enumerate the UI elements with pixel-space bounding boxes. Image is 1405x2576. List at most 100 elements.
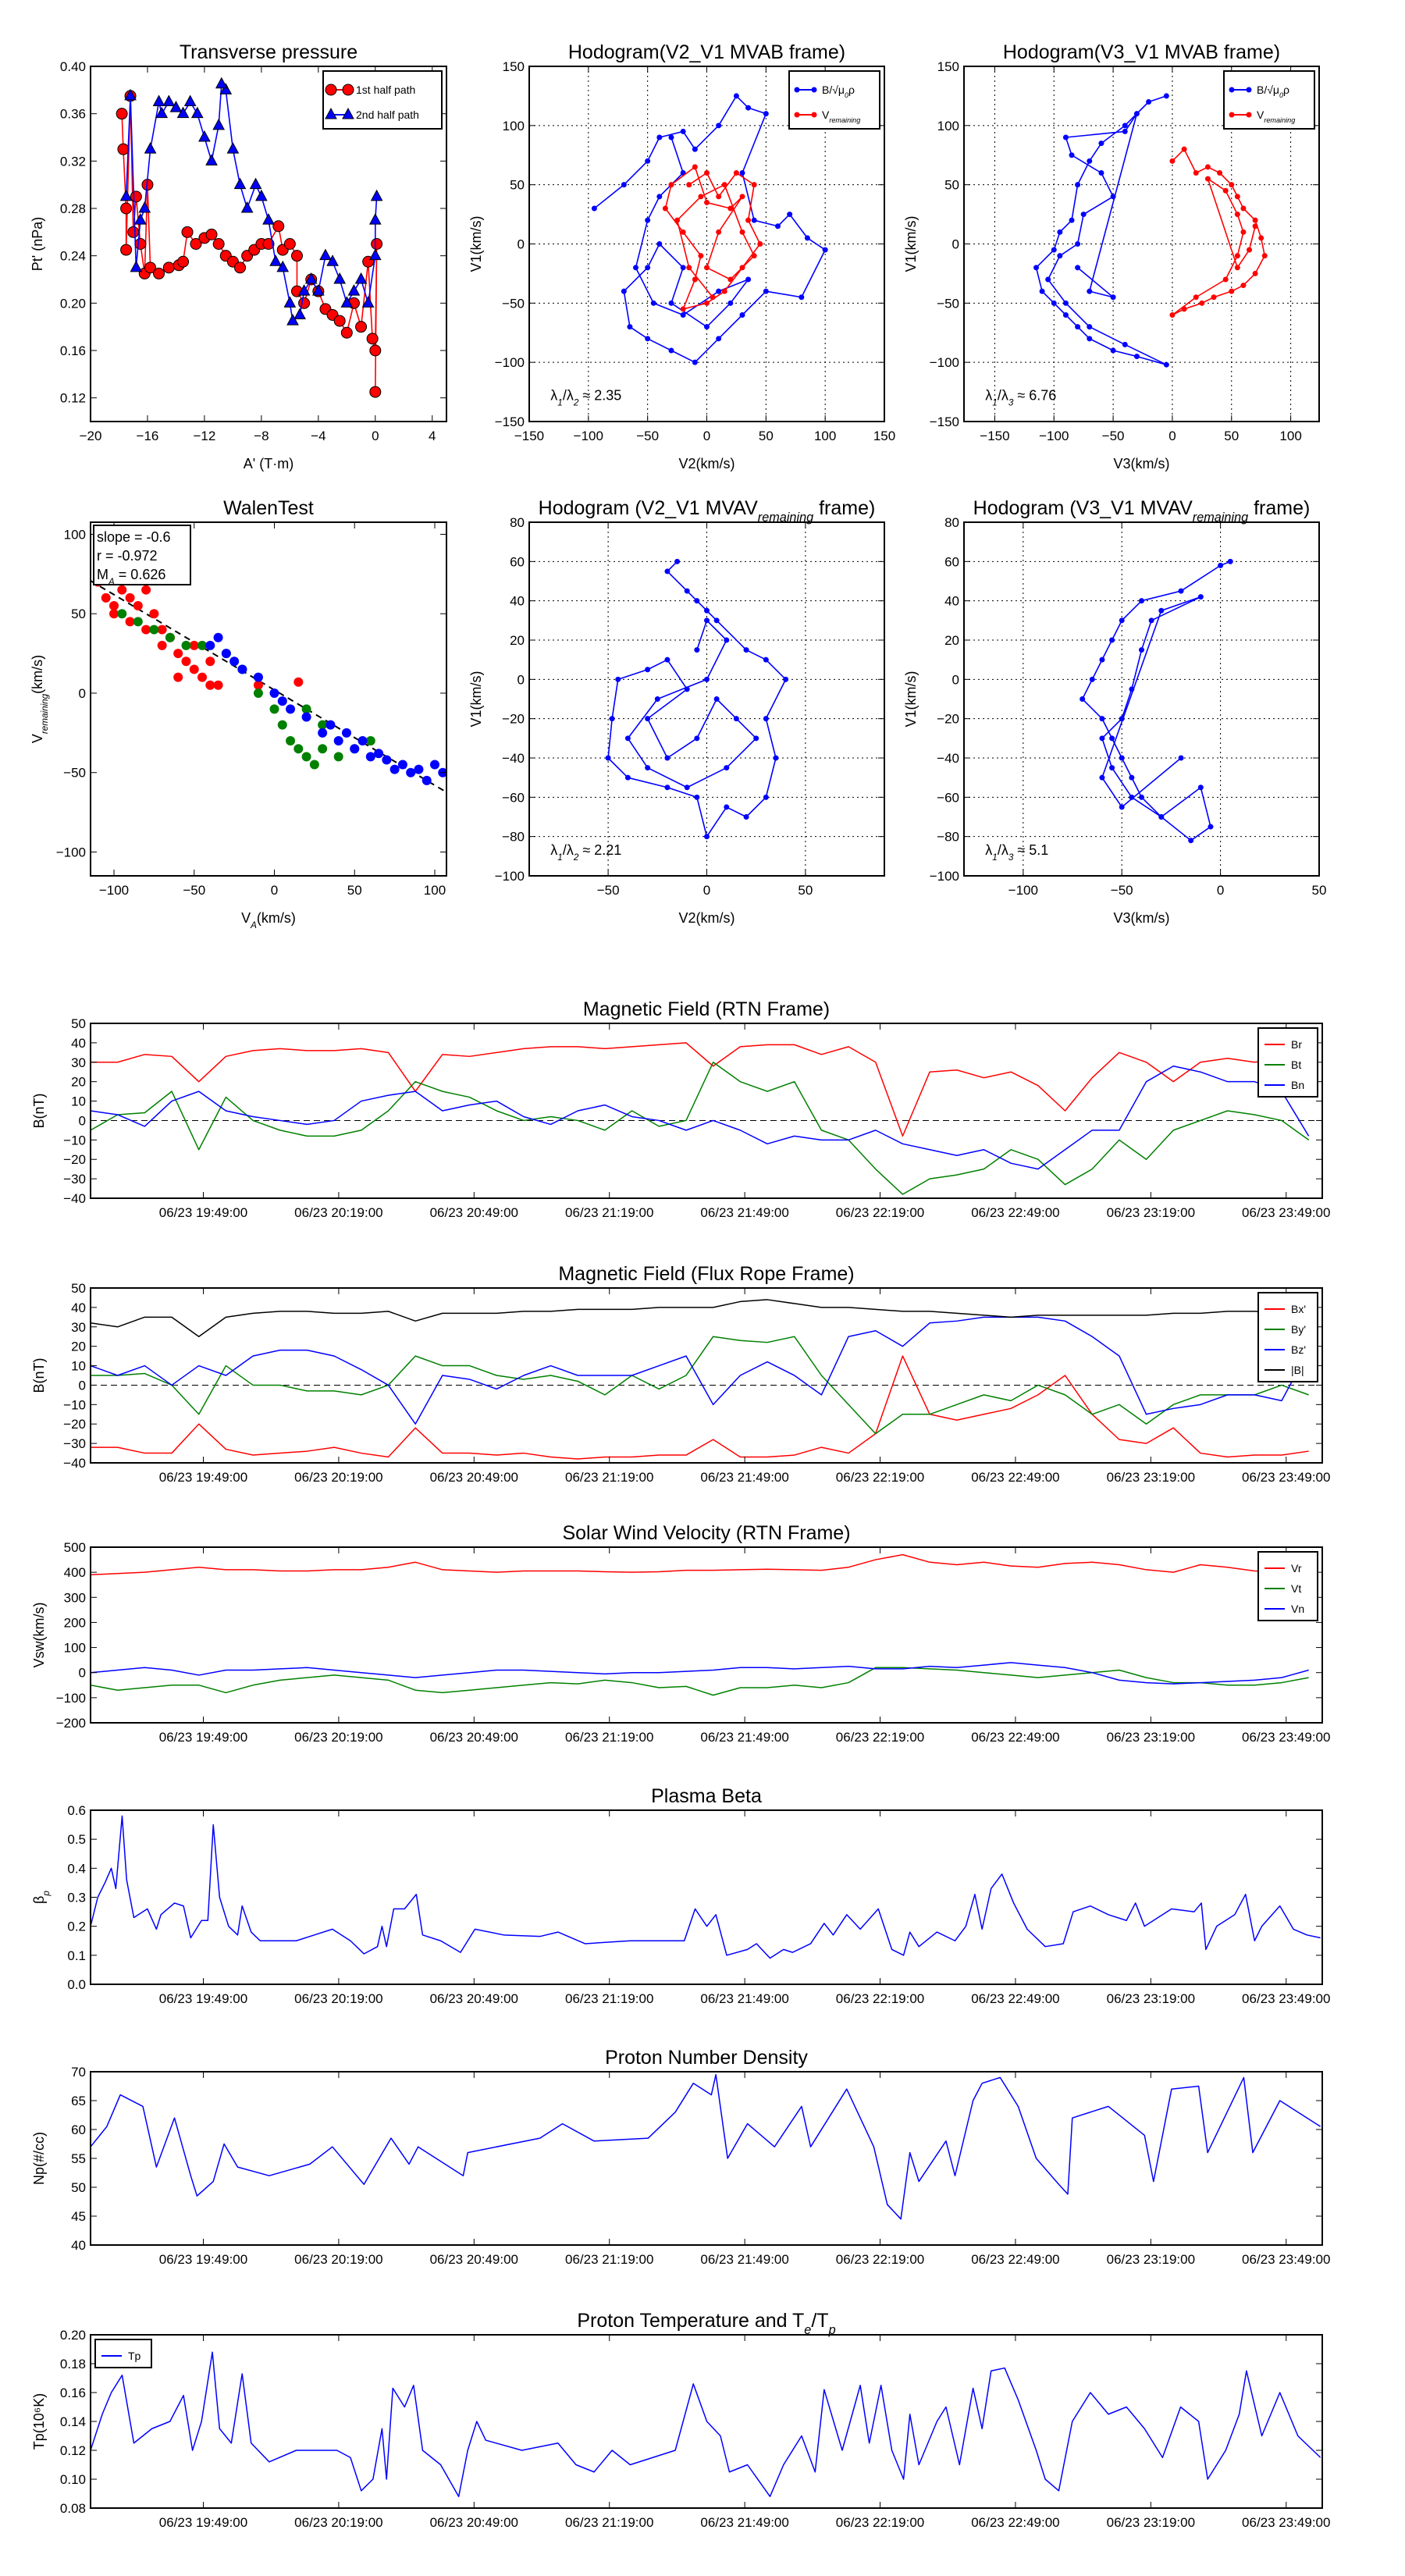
data-point xyxy=(1252,270,1258,276)
series-line xyxy=(91,2073,1321,2220)
series-v-remaining- xyxy=(662,164,763,312)
x-tick-label: 06/23 23:49:00 xyxy=(1242,1470,1330,1485)
legend-item: Vn xyxy=(1264,1603,1304,1615)
data-point xyxy=(369,344,382,357)
data-point xyxy=(1039,288,1045,294)
data-point xyxy=(286,736,296,746)
legend-box xyxy=(1257,1027,1318,1098)
y-tick-label: 50 xyxy=(71,1281,86,1296)
data-point xyxy=(739,229,745,235)
legend-item: Tp xyxy=(101,2350,141,2362)
x-tick-label: 06/23 22:49:00 xyxy=(971,1470,1059,1485)
y-tick-label: 0.3 xyxy=(67,1891,86,1905)
data-point xyxy=(621,288,627,294)
data-point xyxy=(1197,785,1204,791)
x-tick-label: 06/23 22:49:00 xyxy=(971,1991,1059,2006)
x-axis-label: V2(km/s) xyxy=(679,910,735,926)
plot-area xyxy=(605,558,789,840)
series-line xyxy=(91,1667,1309,1696)
data-point xyxy=(763,111,769,117)
y-axis-label: V1(km/s) xyxy=(468,671,484,728)
series-hodogram xyxy=(605,558,789,840)
x-tick-label: 06/23 21:19:00 xyxy=(565,1470,653,1485)
y-tick-label: 0 xyxy=(79,1378,86,1393)
data-point xyxy=(144,262,157,274)
y-tick-label: 0.4 xyxy=(67,1861,86,1876)
data-point xyxy=(116,108,128,120)
data-point xyxy=(645,265,651,271)
data-point xyxy=(680,128,686,134)
x-tick-label: −50 xyxy=(636,429,659,443)
data-point xyxy=(318,744,328,754)
legend-item: B/√μ0ρ xyxy=(794,84,855,99)
data-point xyxy=(664,755,670,761)
axes-frame xyxy=(90,66,447,422)
data-point xyxy=(109,609,119,619)
x-tick-label: 06/23 19:49:00 xyxy=(159,2252,247,2267)
legend-marker xyxy=(1229,87,1235,93)
data-point xyxy=(205,680,215,690)
stats-line: MA = 0.626 xyxy=(97,567,165,587)
data-point xyxy=(1133,354,1140,360)
x-tick-label: −50 xyxy=(1102,429,1125,443)
data-point xyxy=(149,609,159,619)
x-tick-label: 06/23 19:49:00 xyxy=(159,1470,247,1485)
y-tick-label: 0.6 xyxy=(67,1803,86,1818)
y-tick-label: −100 xyxy=(56,845,86,859)
data-point xyxy=(272,220,285,233)
y-tick-label: −20 xyxy=(502,712,525,727)
legend-item: Vt xyxy=(1264,1582,1301,1595)
chart-title: Plasma Beta xyxy=(651,1785,762,1807)
solar-wind-velocity-chart: 06/23 19:49:00 06/23 20:19:00 06/23 20:49:… xyxy=(31,1522,1330,1745)
plot-area xyxy=(91,2073,1321,2220)
legend-label: B/√μ0ρ xyxy=(822,84,855,99)
data-point xyxy=(127,226,140,238)
y-tick-label: 0 xyxy=(79,686,86,701)
x-tick-label: 06/23 23:19:00 xyxy=(1107,1730,1195,1745)
legend-label: Vremaining xyxy=(1257,109,1295,124)
data-point xyxy=(645,217,651,223)
x-tick-label: 06/23 22:49:00 xyxy=(971,2515,1059,2530)
y-tick-label: 0 xyxy=(952,237,959,252)
data-point xyxy=(1148,617,1154,624)
plot-area xyxy=(91,577,446,793)
data-point xyxy=(205,228,218,240)
y-tick-label: 70 xyxy=(71,2065,86,2080)
series-hodogram xyxy=(1080,558,1233,844)
y-tick-label: 10 xyxy=(71,1094,86,1109)
x-axis-label: A' (T·m) xyxy=(244,456,293,471)
x-axis-label: V3(km/s) xyxy=(1114,456,1170,471)
data-point xyxy=(240,201,254,213)
magnetic-field-rtn-chart: 06/23 19:49:00 06/23 20:19:00 06/23 20:49:… xyxy=(31,998,1330,1220)
y-tick-label: 50 xyxy=(71,2180,86,2195)
data-point xyxy=(1122,123,1128,129)
x-tick-label: 06/23 21:19:00 xyxy=(565,2515,653,2530)
y-tick-label: 0.24 xyxy=(60,249,86,264)
y-tick-label: 40 xyxy=(944,594,959,609)
x-tick-label: −50 xyxy=(597,883,620,898)
plot-area xyxy=(591,93,828,365)
x-tick-label: 0 xyxy=(372,429,379,443)
data-point xyxy=(1227,558,1233,564)
y-tick-label: 60 xyxy=(71,2122,86,2137)
legend-label: By' xyxy=(1291,1323,1306,1336)
legend-item: Vr xyxy=(1264,1562,1302,1574)
data-point xyxy=(309,760,319,770)
data-point xyxy=(656,134,663,141)
y-tick-label: 60 xyxy=(510,554,525,569)
y-tick-label: 0.5 xyxy=(67,1832,86,1847)
data-point xyxy=(773,755,779,761)
data-point xyxy=(1062,300,1069,306)
data-point xyxy=(668,182,674,188)
data-point xyxy=(304,272,318,284)
data-point xyxy=(117,143,130,155)
plot-area xyxy=(91,2351,1321,2497)
legend-item: Bz' xyxy=(1264,1343,1306,1356)
data-point xyxy=(325,720,336,730)
data-point xyxy=(727,300,734,306)
legend-item: By' xyxy=(1264,1323,1306,1336)
series-line xyxy=(593,95,826,363)
legend-box xyxy=(322,70,443,130)
x-tick-label: 06/23 23:49:00 xyxy=(1242,1205,1330,1220)
legend-marker xyxy=(325,84,337,96)
